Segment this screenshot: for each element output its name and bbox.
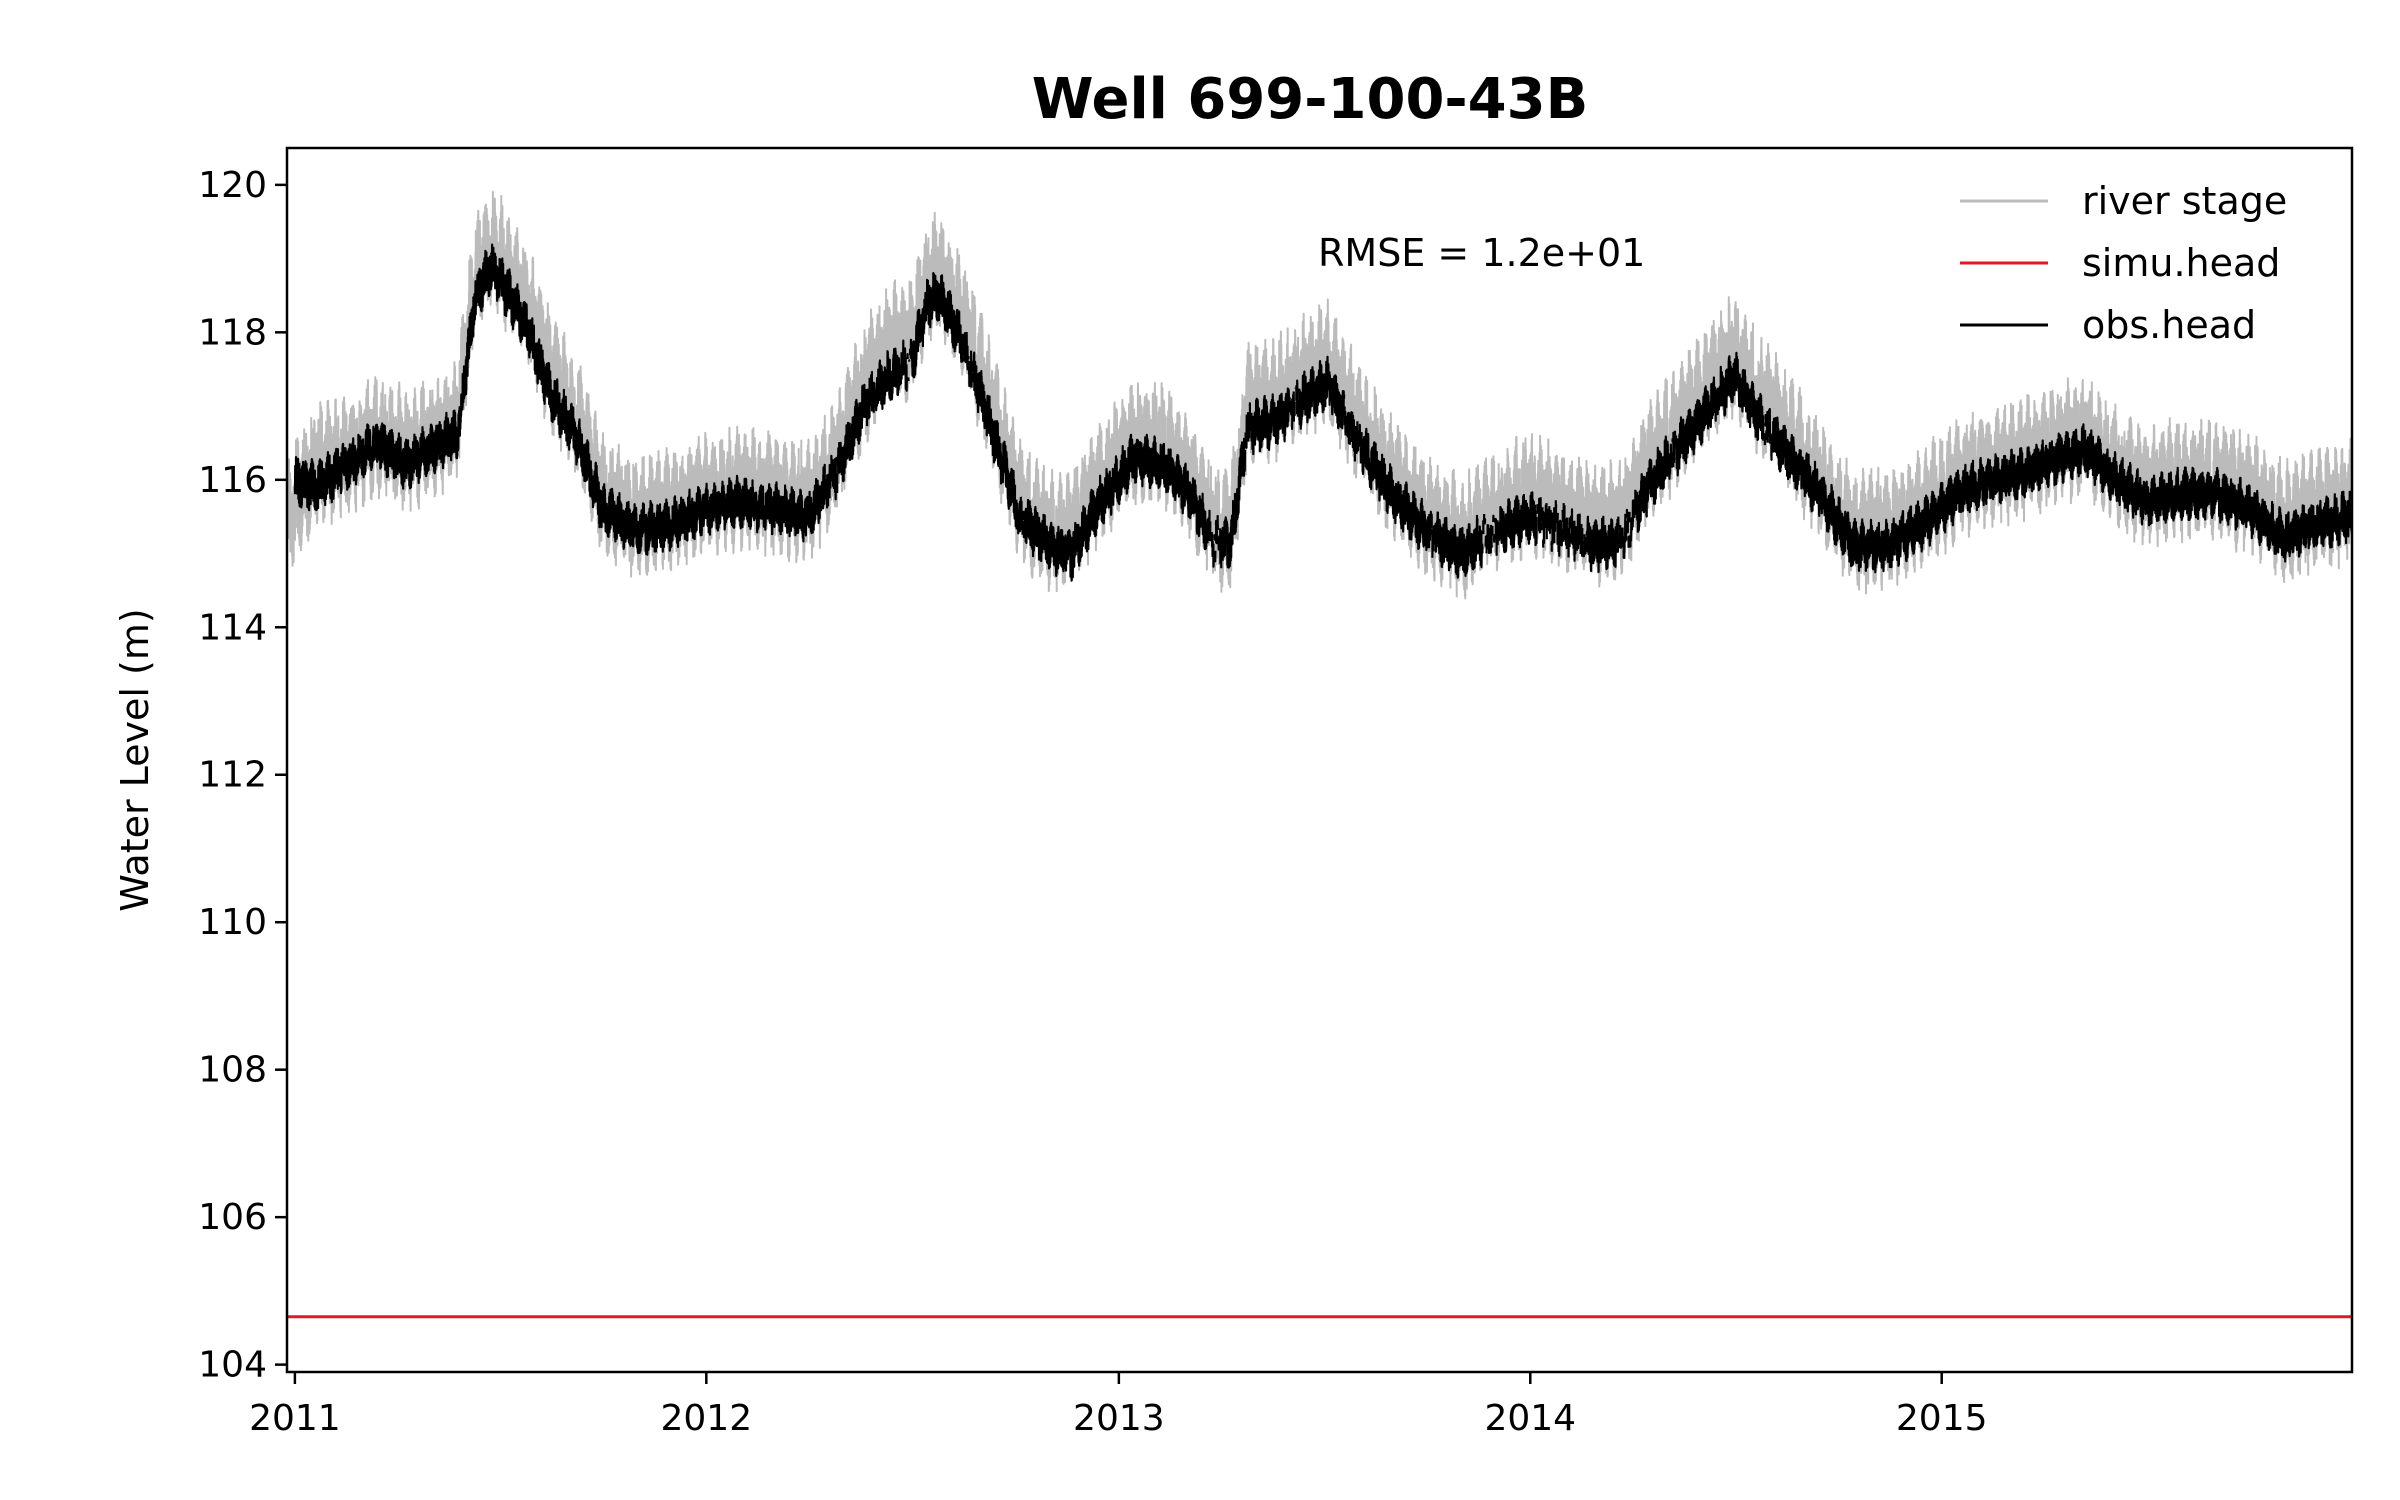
y-tick-label: 108	[198, 1050, 267, 1091]
x-tick-label: 2012	[660, 1398, 752, 1439]
chart-title: Well 699-100-43B	[1032, 67, 1589, 132]
y-tick-label: 104	[198, 1345, 267, 1386]
y-tick-label: 106	[198, 1197, 267, 1238]
series-layer	[287, 190, 2352, 1319]
plot-frame	[285, 146, 2354, 1374]
legend-label: river stage	[2082, 179, 2287, 223]
y-tick-label: 116	[198, 460, 267, 501]
x-tick-label: 2011	[249, 1398, 341, 1439]
rmse-annotation: RMSE = 1.2e+01	[1318, 231, 1645, 275]
y-axis-label: Water Level (m)	[113, 608, 157, 911]
y-tick-label: 110	[198, 902, 267, 943]
series-obs-head-line	[293, 243, 2352, 582]
legend: river stage simu.head obs.head	[1960, 179, 2287, 347]
x-tick-label: 2014	[1484, 1398, 1576, 1439]
legend-label: simu.head	[2082, 241, 2280, 285]
y-tick-label: 120	[198, 165, 267, 206]
y-tick-label: 118	[198, 312, 267, 353]
y-tick-label: 114	[198, 607, 267, 648]
x-tick-label: 2013	[1073, 1398, 1165, 1439]
legend-label: obs.head	[2082, 303, 2256, 347]
axes: 104 106 108 110 112 114 116 118 120 2011 2012 2013 2…	[198, 146, 2354, 1439]
x-tick-label: 2015	[1896, 1398, 1988, 1439]
y-tick-label: 112	[198, 755, 267, 796]
plot-area: 104 106 108 110 112 114 116 118 120 2011 2012 2013 2…	[198, 146, 2354, 1439]
